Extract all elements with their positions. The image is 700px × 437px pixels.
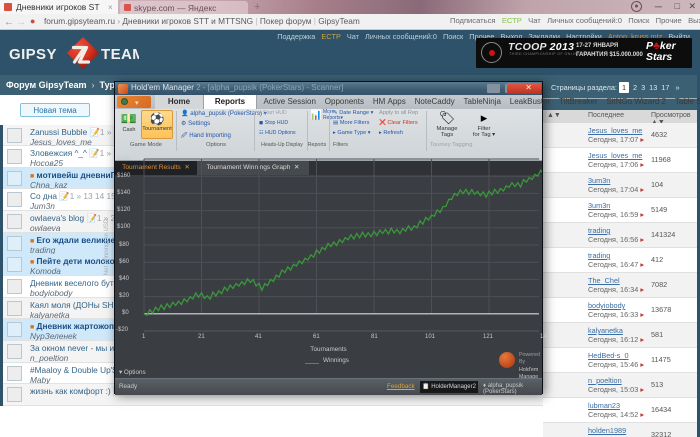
svg-text:GIPSY: GIPSY: [9, 46, 57, 63]
svg-text:TEAM: TEAM: [101, 46, 139, 63]
